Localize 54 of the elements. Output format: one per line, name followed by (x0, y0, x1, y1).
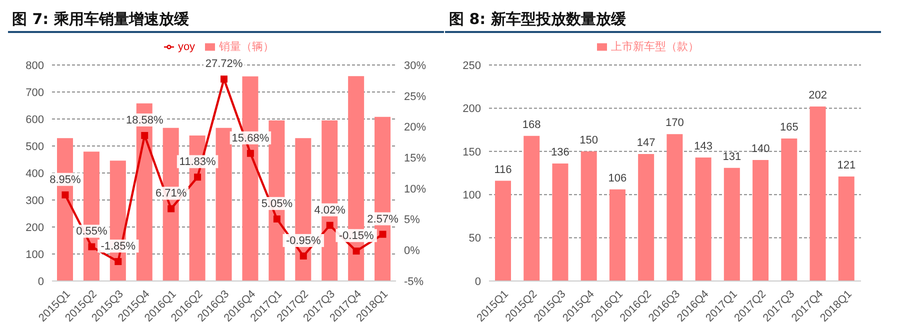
data-label: 106 (608, 172, 627, 184)
chart-title: 图 8: 新车型投放数量放缓 (445, 8, 881, 33)
y-tick-label: 200 (26, 222, 44, 234)
data-label: 140 (751, 143, 770, 156)
chart-title: 图 7: 乘用车销量增速放缓 (8, 8, 444, 33)
data-label: -0.95% (286, 235, 322, 248)
y2-tick-label: 20% (404, 122, 426, 134)
data-label: 4.02% (314, 204, 346, 216)
data-label: -1.85% (100, 240, 136, 253)
data-label: 116 (494, 164, 512, 176)
data-label: 165 (780, 121, 798, 134)
y2-tick-label: -5% (404, 276, 424, 288)
legend-label: 上市新车型（款） (611, 41, 699, 53)
legend-label: 销量（辆） (219, 41, 274, 53)
y2-tick-label: 15% (404, 152, 426, 164)
data-label: 8.95% (50, 174, 82, 186)
data-label: 18.58% (126, 114, 164, 126)
data-label: 168 (522, 118, 541, 131)
y-tick-label: 300 (26, 194, 44, 207)
data-label: 147 (636, 136, 656, 149)
y-tick-label: 250 (462, 60, 481, 72)
data-label: 5.05% (261, 198, 293, 210)
y-tick-label: 100 (26, 248, 44, 261)
y2-tick-label: 5% (404, 214, 420, 226)
data-label: 27.72% (205, 58, 243, 70)
data-label: 202 (808, 89, 827, 102)
y-tick-label: 150 (462, 146, 481, 158)
data-label: 131 (722, 150, 742, 163)
y-tick-label: 500 (26, 140, 44, 153)
data-label: 0.55% (76, 226, 108, 238)
y-tick-label: 700 (26, 86, 44, 99)
y-tick-label: 0 (38, 276, 44, 288)
y-tick-label: 0 (474, 276, 481, 288)
y2-tick-label: 25% (404, 90, 426, 103)
y-tick-label: 200 (462, 103, 481, 116)
y-tick-label: 400 (26, 168, 44, 180)
data-label: 15.68% (232, 132, 270, 144)
data-label: -0.15% (338, 230, 374, 242)
data-label: 121 (837, 159, 856, 172)
legend-label: yoy (178, 41, 196, 53)
data-label: 6.71% (155, 188, 187, 200)
data-label: 143 (694, 140, 712, 152)
y-tick-label: 100 (462, 190, 481, 202)
y2-tick-label: 0% (404, 245, 420, 258)
y2-tick-label: 10% (404, 183, 426, 196)
data-label: 170 (666, 117, 684, 130)
y-tick-label: 800 (26, 60, 44, 72)
y2-tick-label: 30% (404, 60, 426, 72)
y-tick-label: 50 (468, 232, 481, 245)
data-label: 2.57% (367, 213, 399, 226)
data-label: 136 (551, 146, 570, 158)
data-label: 11.83% (179, 156, 216, 168)
y-tick-label: 600 (26, 114, 44, 126)
data-label: 150 (580, 134, 598, 146)
